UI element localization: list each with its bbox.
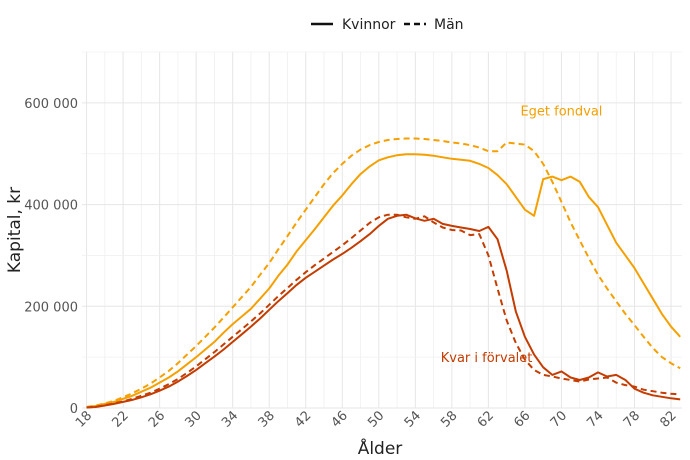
x-tick-label: 78	[621, 408, 643, 430]
x-tick-label: 26	[146, 408, 168, 430]
x-tick-label: 22	[109, 408, 131, 430]
gridlines	[82, 51, 682, 409]
legend: Kvinnor Män	[311, 17, 464, 33]
y-axis-ticks: 0 200 000 400 000 600 000	[24, 97, 78, 417]
x-axis-ticks: 18 22 26 30 34 38 42 46 50 54 58 62 66 70 74 78 82	[73, 408, 680, 430]
x-tick-label: 38	[256, 408, 278, 430]
x-tick-label: 70	[548, 408, 570, 430]
series-line-eget-fondval-man	[86, 137, 681, 408]
series-line-kvar-i-forvalet-man	[86, 213, 681, 409]
y-tick-label: 400 000	[24, 199, 78, 214]
x-tick-label: 54	[402, 408, 424, 430]
legend-label-kvinnor: Kvinnor	[342, 17, 396, 33]
x-axis-label: Ålder	[358, 437, 403, 459]
x-tick-label: 50	[365, 408, 387, 430]
x-tick-label: 62	[475, 408, 497, 430]
x-tick-label: 58	[438, 408, 460, 430]
y-tick-label: 0	[70, 402, 78, 417]
y-axis-label: Kapital, kr	[5, 187, 25, 273]
series-layer	[86, 137, 681, 409]
annotation-kvar-i-forvalet: Kvar i förvalet	[441, 351, 533, 366]
legend-label-man: Män	[434, 17, 464, 33]
y-tick-label: 200 000	[24, 300, 78, 315]
plot-background	[82, 52, 682, 408]
x-tick-label: 46	[329, 408, 351, 430]
x-tick-label: 82	[657, 408, 679, 430]
x-tick-label: 30	[183, 408, 205, 430]
x-tick-label: 74	[584, 408, 606, 430]
x-tick-label: 66	[511, 408, 533, 430]
series-line-eget-fondval-kvinnor	[86, 153, 681, 408]
series-line-kvar-i-forvalet-kvinnor	[86, 213, 681, 409]
x-tick-label: 34	[219, 408, 241, 430]
annotation-eget-fondval: Eget fondval	[520, 105, 602, 120]
x-tick-label: 42	[292, 408, 314, 430]
y-tick-label: 600 000	[24, 97, 78, 112]
